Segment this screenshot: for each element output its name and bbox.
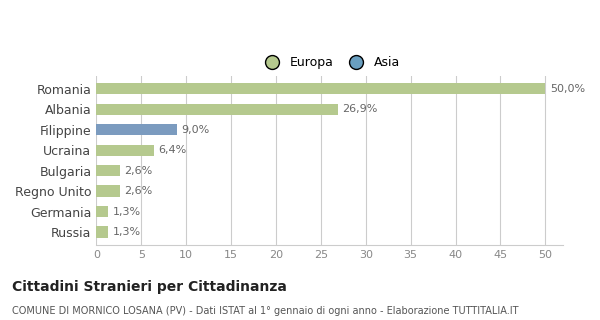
Text: 6,4%: 6,4% <box>158 145 187 155</box>
Bar <box>97 83 545 94</box>
Bar <box>97 165 120 176</box>
Bar <box>97 145 154 156</box>
Bar <box>97 104 338 115</box>
Text: Cittadini Stranieri per Cittadinanza: Cittadini Stranieri per Cittadinanza <box>12 280 287 294</box>
Text: 50,0%: 50,0% <box>550 84 585 94</box>
Text: 2,6%: 2,6% <box>124 166 152 176</box>
Bar <box>97 226 108 238</box>
Bar <box>97 186 120 197</box>
Bar <box>97 206 108 217</box>
Text: 1,3%: 1,3% <box>113 227 140 237</box>
Text: 1,3%: 1,3% <box>113 206 140 217</box>
Text: 26,9%: 26,9% <box>343 104 378 114</box>
Legend: Europa, Asia: Europa, Asia <box>255 51 405 74</box>
Text: COMUNE DI MORNICO LOSANA (PV) - Dati ISTAT al 1° gennaio di ogni anno - Elaboraz: COMUNE DI MORNICO LOSANA (PV) - Dati IST… <box>12 306 518 316</box>
Text: 2,6%: 2,6% <box>124 186 152 196</box>
Bar <box>97 124 177 135</box>
Text: 9,0%: 9,0% <box>182 125 210 135</box>
